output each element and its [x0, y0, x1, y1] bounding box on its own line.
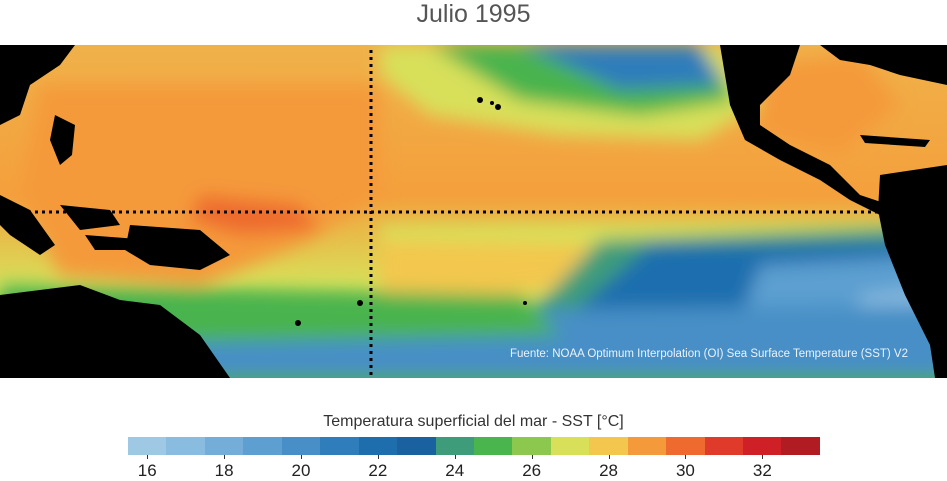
colorbar-segment: [358, 437, 398, 455]
colorbar: [128, 437, 820, 455]
colorbar-tick-label: 30: [675, 461, 695, 480]
data-source-credit: Fuente: NOAA Optimum Interpolation (OI) …: [510, 348, 908, 360]
colorbar-tick: [685, 455, 687, 459]
colorbar-tick: [301, 455, 302, 459]
colorbar-segment: [743, 437, 782, 455]
colorbar-segment: [435, 437, 474, 455]
colorbar-segment: [166, 437, 205, 455]
colorbar-segment: [473, 437, 513, 455]
colorbar-tick-label: 18: [214, 461, 234, 480]
colorbar-segment: [281, 437, 321, 455]
colorbar-ticks: 16 18 20 22 24 26 28 30 32: [128, 455, 820, 480]
colorbar-tick: [377, 455, 379, 459]
colorbar-tick: [454, 455, 456, 459]
colorbar-tick-label: 16: [137, 461, 157, 480]
colorbar-segment: [243, 437, 282, 455]
colorbar-label: Temperatura superficial del mar - SST [°…: [323, 413, 624, 430]
map-title: Julio 1995: [416, 0, 531, 28]
colorbar-segment: [550, 437, 590, 455]
colorbar-tick-label: 22: [368, 461, 388, 480]
colorbar-segment: [397, 437, 436, 455]
colorbar-tick: [224, 455, 226, 459]
colorbar-segment: [589, 437, 628, 455]
colorbar-segment: [666, 437, 705, 455]
sst-map: [0, 45, 947, 378]
colorbar-segment: [128, 437, 167, 455]
colorbar-segment: [627, 437, 667, 455]
colorbar-tick-label: 26: [522, 461, 542, 480]
colorbar-tick: [762, 455, 764, 459]
colorbar-tick-label: 24: [445, 461, 465, 480]
colorbar-segment: [204, 437, 244, 455]
colorbar-tick-label: 32: [752, 461, 772, 480]
colorbar-tick: [531, 455, 533, 459]
colorbar-tick-label: 20: [291, 461, 311, 480]
colorbar-tick: [608, 455, 610, 459]
colorbar-segment: [320, 437, 359, 455]
colorbar-segment: [704, 437, 743, 455]
colorbar-segment: [512, 437, 551, 455]
colorbar-segment: [781, 437, 820, 455]
colorbar-tick-label: 28: [599, 461, 618, 480]
colorbar-tick: [147, 455, 149, 459]
